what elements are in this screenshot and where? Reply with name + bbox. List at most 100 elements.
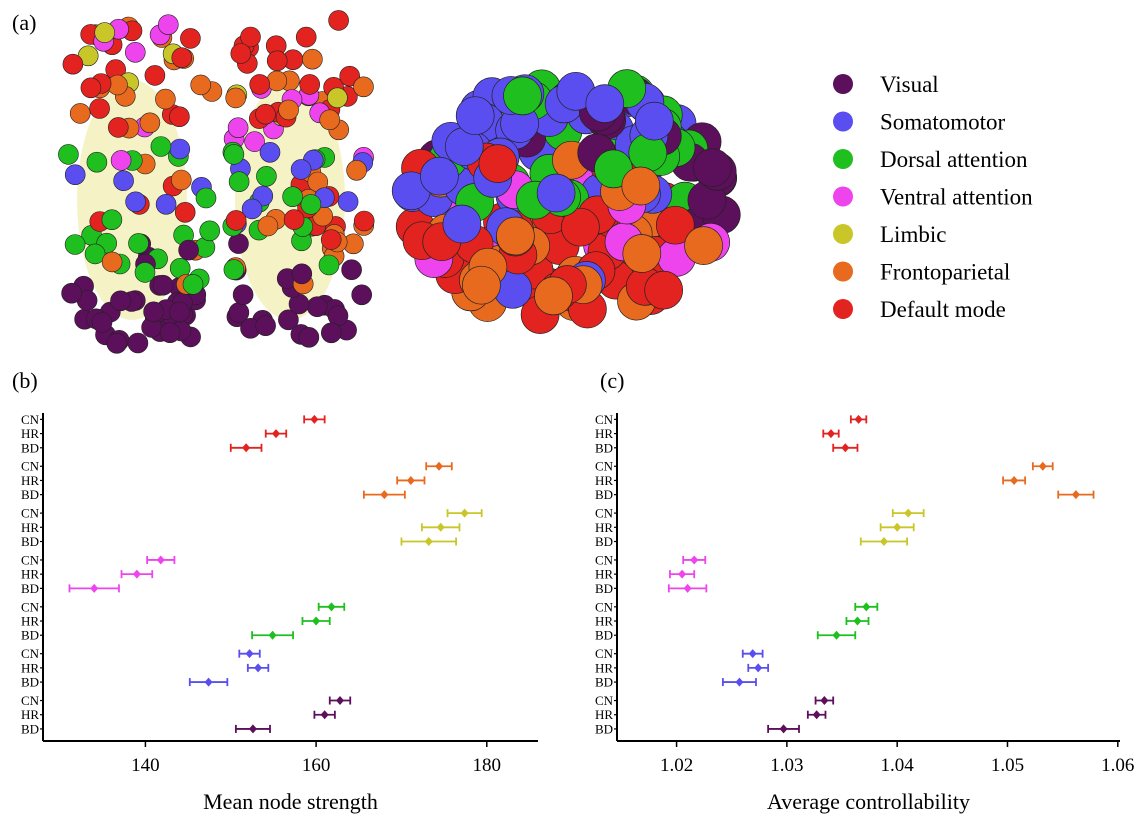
- x-tick-label: 180: [473, 755, 502, 776]
- brain-node: [94, 22, 115, 43]
- brain-node: [585, 84, 625, 123]
- brain-node: [621, 166, 661, 206]
- mean-marker-dorsal-bd: [832, 630, 841, 640]
- brain-node: [225, 87, 246, 109]
- mean-marker-limbic-bd: [424, 537, 433, 547]
- brain-node: [283, 209, 305, 230]
- brain-node: [199, 220, 220, 242]
- brain-node: [169, 301, 190, 323]
- brain-node: [174, 202, 196, 223]
- brain-node: [150, 136, 172, 157]
- group-label: BD: [21, 534, 39, 549]
- panel-label-a: (a): [12, 10, 36, 35]
- group-label: CN: [21, 459, 40, 474]
- mean-marker-dorsal-cn: [862, 602, 871, 612]
- brain-node: [143, 301, 164, 323]
- mean-marker-frontoparietal-cn: [435, 461, 443, 471]
- group-label: BD: [21, 440, 39, 455]
- group-label: BD: [21, 675, 39, 690]
- brain-node: [318, 254, 340, 276]
- brain-node: [125, 191, 146, 213]
- group-label: BD: [21, 487, 39, 502]
- group-label: HR: [595, 707, 613, 722]
- mean-marker-dorsal-cn: [327, 602, 336, 612]
- group-label: HR: [21, 426, 39, 441]
- group-label: CN: [21, 693, 40, 708]
- x-tick-label: 1.05: [991, 755, 1024, 776]
- group-label: CN: [595, 506, 614, 521]
- mean-marker-somatomotor-bd: [204, 677, 213, 687]
- group-label: BD: [595, 440, 613, 455]
- mean-marker-limbic-hr: [893, 522, 902, 532]
- group-label: BD: [595, 721, 613, 736]
- brain-node: [462, 265, 501, 305]
- x-tick-label: 1.06: [1101, 755, 1134, 776]
- mean-marker-default-cn: [854, 414, 863, 424]
- mean-marker-frontoparietal-hr: [406, 475, 415, 485]
- brain-node: [225, 210, 247, 231]
- legend-marker-visual: [833, 74, 853, 94]
- legend-label-ventral: Ventral attention: [880, 185, 1033, 210]
- brain-node: [353, 76, 374, 98]
- brain-node: [134, 262, 156, 283]
- brain-node: [455, 96, 495, 136]
- brain-node: [62, 53, 84, 75]
- brain-node: [655, 205, 695, 245]
- brain-node: [327, 87, 348, 109]
- brain-node: [244, 131, 265, 152]
- brain-node: [319, 109, 341, 131]
- brain-node: [84, 243, 106, 265]
- mean-marker-limbic-cn: [460, 508, 469, 518]
- mean-marker-limbic-hr: [436, 522, 445, 532]
- brain-node: [644, 270, 684, 310]
- mean-marker-dorsal-hr: [853, 616, 862, 626]
- group-label: CN: [595, 693, 614, 708]
- chart-mean-node-strength: 140 160 180CNHRBDCNHRBDCNHRBDCNHRBDCNHRBDC…: [21, 412, 538, 814]
- mean-marker-default-bd: [841, 443, 850, 453]
- brain-node: [159, 322, 181, 344]
- brain-node: [684, 226, 723, 265]
- group-label: BD: [595, 675, 613, 690]
- brain-node: [228, 233, 249, 254]
- network-legend: Visual Somatomotor Dorsal attention Ventral…: [833, 72, 1033, 322]
- brain-node: [113, 170, 134, 191]
- brain-node: [230, 43, 252, 64]
- brain-node: [228, 171, 250, 192]
- brain-node: [127, 332, 149, 354]
- legend-marker-limbic: [833, 224, 853, 244]
- x-axis-title: Average controllability: [767, 789, 970, 814]
- mean-marker-dorsal-hr: [312, 616, 321, 626]
- mean-marker-somatomotor-cn: [245, 649, 254, 659]
- mean-marker-frontoparietal-cn: [1038, 461, 1047, 471]
- brain-node: [110, 150, 132, 171]
- brain-node: [64, 234, 86, 255]
- group-label: HR: [21, 660, 39, 675]
- group-label: CN: [21, 646, 40, 661]
- brain-node: [302, 48, 323, 70]
- brain-node: [155, 194, 177, 215]
- mean-marker-default-cn: [310, 414, 319, 424]
- brain-axial-view: [58, 10, 375, 354]
- brain-node: [195, 187, 217, 209]
- brain-node: [622, 234, 662, 273]
- group-label: BD: [21, 721, 39, 736]
- mean-marker-frontoparietal-bd: [380, 490, 389, 500]
- brain-node: [178, 239, 199, 261]
- brain-node: [152, 274, 174, 296]
- group-label: BD: [595, 487, 613, 502]
- brain-node: [300, 194, 322, 215]
- brain-node: [353, 210, 375, 232]
- brain-node: [125, 41, 146, 63]
- brain-node: [227, 117, 249, 138]
- brain-node: [169, 138, 191, 160]
- brain-node: [190, 74, 211, 96]
- brain-node: [442, 204, 482, 244]
- legend-label-visual: Visual: [880, 72, 939, 97]
- brain-node: [128, 233, 149, 254]
- mean-marker-ventral-hr: [678, 569, 687, 579]
- brain-node: [58, 144, 79, 165]
- brain-node: [106, 332, 128, 354]
- brain-node: [420, 156, 459, 196]
- group-label: CN: [21, 599, 40, 614]
